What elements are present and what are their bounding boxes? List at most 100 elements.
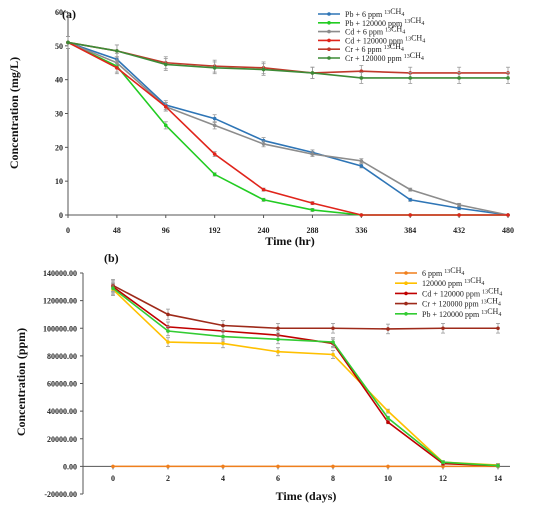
data-point bbox=[166, 329, 170, 333]
data-point bbox=[331, 326, 335, 331]
series-line bbox=[112, 288, 499, 466]
legend-marker bbox=[327, 56, 331, 60]
data-point bbox=[496, 326, 500, 331]
panel-label-0: (a) bbox=[62, 7, 76, 21]
data-point bbox=[408, 213, 413, 217]
x-tick-label: 14 bbox=[494, 474, 502, 483]
data-point bbox=[212, 152, 217, 156]
data-point bbox=[331, 352, 335, 357]
data-point bbox=[212, 116, 217, 121]
legend-entry: Cr + 120000 ppm 13CH4 bbox=[345, 51, 424, 63]
panel-label-1: (b) bbox=[104, 251, 119, 265]
x-axis-label-0: Time (hr) bbox=[265, 234, 314, 248]
data-point bbox=[221, 334, 225, 339]
data-point bbox=[163, 123, 168, 128]
legend-marker bbox=[327, 47, 331, 51]
data-point bbox=[111, 286, 115, 290]
x-tick-label: 192 bbox=[209, 226, 221, 235]
data-point bbox=[115, 66, 119, 70]
data-point bbox=[310, 201, 315, 205]
data-point bbox=[166, 340, 170, 344]
series-line bbox=[67, 41, 508, 74]
x-tick-label: 10 bbox=[384, 474, 392, 483]
data-point bbox=[386, 409, 390, 413]
data-point bbox=[506, 76, 510, 80]
y-tick-label: 20 bbox=[55, 143, 63, 152]
legend-marker bbox=[404, 281, 408, 286]
data-point bbox=[506, 213, 510, 217]
data-point bbox=[276, 337, 280, 342]
x-tick-label: 0 bbox=[66, 226, 70, 235]
data-point bbox=[457, 76, 461, 80]
legend-entry: Cr + 120000 ppm 13CH4 bbox=[422, 297, 501, 309]
data-point bbox=[496, 463, 500, 468]
x-tick-label: 2 bbox=[166, 474, 170, 483]
x-tick-label: 12 bbox=[439, 474, 447, 483]
y-tick-label: 30 bbox=[55, 110, 63, 119]
data-point bbox=[441, 326, 445, 331]
y-tick-label: 140000.00 bbox=[43, 269, 77, 278]
data-point bbox=[310, 71, 315, 75]
data-point bbox=[408, 76, 413, 80]
data-point bbox=[66, 40, 70, 45]
y-tick-label: 80000.00 bbox=[47, 352, 77, 361]
data-point bbox=[221, 323, 225, 328]
data-point bbox=[359, 213, 364, 217]
x-tick-label: 8 bbox=[331, 474, 335, 483]
data-point bbox=[212, 123, 217, 128]
legend-marker bbox=[327, 38, 331, 43]
y-tick-label: 0.00 bbox=[63, 462, 77, 471]
data-point bbox=[261, 142, 266, 146]
series-line bbox=[112, 286, 499, 467]
data-point bbox=[212, 66, 217, 70]
legend-entry: 120000 ppm 13CH4 bbox=[422, 276, 484, 288]
data-point bbox=[386, 327, 390, 331]
series-line bbox=[67, 41, 508, 79]
data-point bbox=[457, 203, 461, 207]
y-tick-label: 40 bbox=[55, 76, 63, 85]
data-point bbox=[386, 420, 390, 424]
x-tick-label: 4 bbox=[221, 474, 225, 483]
y-tick-label: 40000.00 bbox=[47, 407, 77, 416]
data-point bbox=[221, 464, 225, 469]
data-point bbox=[310, 152, 315, 156]
legend-entry: Pb + 6 ppm 13CH4 bbox=[345, 7, 404, 19]
series-line bbox=[67, 41, 509, 216]
legend-entry: Pb + 120000 ppm 13CH4 bbox=[422, 307, 501, 319]
y-axis-label-0: Concentration (mg/L) bbox=[7, 57, 21, 169]
data-point bbox=[276, 464, 280, 469]
x-tick-label: 6 bbox=[276, 474, 280, 483]
data-point bbox=[111, 464, 115, 469]
x-tick-label: 48 bbox=[113, 226, 121, 235]
legend-marker bbox=[404, 301, 408, 306]
data-point bbox=[386, 416, 390, 420]
series-line bbox=[67, 41, 508, 216]
legend-entry: Cd + 120000 ppm 13CH4 bbox=[422, 286, 502, 298]
data-point bbox=[163, 62, 168, 67]
legend-entry: Cd + 6 ppm 13CH4 bbox=[345, 25, 405, 37]
x-axis-label-1: Time (days) bbox=[276, 489, 337, 503]
data-point bbox=[276, 326, 280, 331]
x-tick-label: 336 bbox=[355, 226, 367, 235]
x-tick-label: 240 bbox=[258, 226, 270, 235]
data-point bbox=[359, 164, 364, 168]
x-tick-label: 96 bbox=[162, 226, 170, 235]
data-point bbox=[331, 340, 335, 344]
legend-marker bbox=[404, 271, 408, 275]
data-point bbox=[359, 76, 364, 80]
legend-marker bbox=[327, 29, 331, 34]
y-tick-label: 20000.00 bbox=[47, 435, 77, 444]
x-tick-label: 432 bbox=[453, 226, 465, 235]
data-point bbox=[457, 206, 461, 211]
data-point bbox=[441, 460, 445, 465]
legend-entry: Pb + 120000 ppm 13CH4 bbox=[345, 16, 424, 28]
y-tick-label: 50 bbox=[55, 42, 63, 51]
data-point bbox=[163, 104, 168, 109]
x-tick-label: 0 bbox=[111, 474, 115, 483]
legend-marker bbox=[327, 12, 331, 16]
series-line bbox=[112, 287, 499, 467]
x-tick-label: 384 bbox=[404, 226, 416, 235]
y-tick-label: 60000.00 bbox=[47, 380, 77, 389]
series-line bbox=[112, 284, 498, 330]
